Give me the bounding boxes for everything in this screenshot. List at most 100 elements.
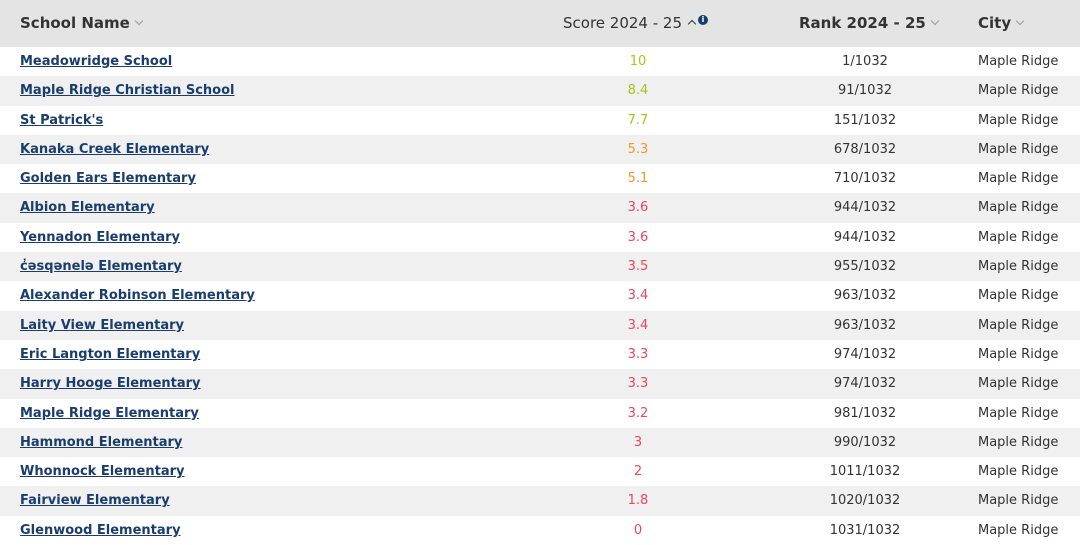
table-row: Kanaka Creek Elementary 5.3 678/1032 Maple … [0, 134, 1080, 165]
sort-header[interactable]: School Name [20, 0, 144, 47]
school-link[interactable]: Eric Langton Elementary [20, 346, 201, 362]
score: 2 [633, 464, 643, 480]
table-row: Yennadon Elementary 3.6 944/1032 Maple Ridg… [0, 223, 1080, 252]
school-link[interactable]: Laity View Elementary [20, 317, 185, 333]
rank: 1020/1032 [829, 493, 901, 509]
sort-icon [687, 19, 697, 29]
city: Maple Ridge [978, 229, 1059, 245]
score: 3 [633, 434, 643, 450]
city: Maple Ridge [978, 54, 1059, 69]
column-label: Rank 2024 - 25 [799, 14, 926, 32]
table-row: Whonnock Elementary 2 1011/1032 Maple Ridge [0, 457, 1080, 486]
column-label: Score 2024 - 25 [563, 14, 682, 32]
score: 5.3 [627, 141, 649, 157]
school-link[interactable]: Harry Hooge Elementary [20, 376, 201, 392]
score: 3.5 [627, 259, 649, 275]
school-link[interactable]: Maple Ridge Christian School [20, 83, 235, 99]
school-link[interactable]: St Patrick's [20, 112, 104, 128]
table-row: Fairview Elementary 1.8 1020/1032 Maple Rid… [0, 486, 1080, 516]
table-row: Meadowridge School 10 1/1032 Maple Ridge [0, 47, 1080, 76]
table-row: Hammond Elementary 3 990/1032 Maple Ridge [0, 427, 1080, 458]
school-link[interactable]: Alexander Robinson Elementary [20, 288, 255, 304]
score: 1.8 [627, 493, 649, 509]
score: 3.3 [627, 376, 649, 392]
school-link[interactable]: c̓əsqənelə Elementary [20, 259, 182, 275]
caret-icon [134, 16, 144, 26]
column-label: City [978, 14, 1012, 32]
city: Maple Ridge [978, 405, 1059, 421]
school-link[interactable]: Fairview Elementary [20, 493, 170, 509]
table-row: Glenwood Elementary 0 1031/1032 Maple Ridge [0, 516, 1080, 545]
table-row: Maple Ridge Christian School 8.4 91/1032 Ma… [0, 76, 1080, 106]
city: Maple Ridge [978, 376, 1059, 392]
city: Maple Ridge [978, 288, 1059, 304]
table-header: School Name Score 2024 - 25 i Rank 2024 -… [0, 0, 1080, 47]
table-row: Maple Ridge Elementary 3.2 981/1032 Maple R… [0, 399, 1080, 428]
rank: 151/1032 [833, 112, 897, 128]
score: 8.4 [627, 83, 649, 99]
rank: 944/1032 [833, 200, 897, 216]
rank: 91/1032 [837, 83, 892, 99]
score: 10 [629, 54, 647, 69]
sort-header[interactable]: Score 2024 - 25 i [563, 0, 708, 47]
rank: 974/1032 [833, 376, 897, 392]
school-link[interactable]: Yennadon Elementary [20, 229, 180, 245]
score: 3.4 [627, 288, 649, 304]
rank: 1011/1032 [829, 464, 901, 480]
score: 3.3 [627, 346, 649, 362]
city: Maple Ridge [978, 141, 1059, 157]
table-row: Harry Hooge Elementary 3.3 974/1032 Maple R… [0, 369, 1080, 399]
school-link[interactable]: Hammond Elementary [20, 434, 183, 450]
city: Maple Ridge [978, 171, 1059, 187]
caret-icon [930, 16, 940, 26]
score: 3.6 [627, 200, 649, 216]
city: Maple Ridge [978, 522, 1059, 538]
score: 3.2 [627, 405, 649, 421]
table-row: Laity View Elementary 3.4 963/1032 Maple Ri… [0, 310, 1080, 340]
city: Maple Ridge [978, 346, 1059, 362]
school-link[interactable]: Albion Elementary [20, 200, 155, 216]
score: 3.6 [627, 229, 649, 245]
score: 0 [633, 522, 643, 538]
rank: 981/1032 [833, 405, 897, 421]
table-row: St Patrick's 7.7 151/1032 Maple Ridge [0, 106, 1080, 135]
score: 5.1 [627, 171, 649, 187]
city: Maple Ridge [978, 434, 1059, 450]
school-link[interactable]: Maple Ridge Elementary [20, 405, 199, 421]
rank: 990/1032 [833, 434, 897, 450]
rank: 963/1032 [833, 288, 897, 304]
school-link[interactable]: Whonnock Elementary [20, 464, 185, 480]
sort-header[interactable]: City [978, 0, 1025, 47]
score: 3.4 [627, 317, 649, 333]
score: 7.7 [627, 112, 649, 128]
school-link[interactable]: Meadowridge School [20, 54, 173, 69]
rank: 955/1032 [833, 259, 897, 275]
rank: 1031/1032 [829, 522, 901, 538]
rank: 710/1032 [833, 171, 897, 187]
rank: 963/1032 [833, 317, 897, 333]
school-link[interactable]: Kanaka Creek Elementary [20, 141, 210, 157]
table-row: Eric Langton Elementary 3.3 974/1032 Maple … [0, 340, 1080, 369]
school-link[interactable]: Golden Ears Elementary [20, 171, 196, 187]
city: Maple Ridge [978, 317, 1059, 333]
city: Maple Ridge [978, 112, 1059, 128]
city: Maple Ridge [978, 464, 1059, 480]
table-row: Golden Ears Elementary 5.1 710/1032 Maple R… [0, 164, 1080, 193]
rank: 1/1032 [842, 54, 888, 69]
rank: 944/1032 [833, 229, 897, 245]
rank: 974/1032 [833, 346, 897, 362]
rank: 678/1032 [833, 141, 897, 157]
table-row: Albion Elementary 3.6 944/1032 Maple Ridge [0, 193, 1080, 223]
city: Maple Ridge [978, 259, 1059, 275]
info-icon[interactable]: i [698, 15, 708, 25]
table-row: Alexander Robinson Elementary 3.4 963/1032… [0, 281, 1080, 310]
column-label: School Name [20, 14, 130, 32]
caret-icon [1015, 16, 1025, 26]
city: Maple Ridge [978, 493, 1059, 509]
city: Maple Ridge [978, 200, 1059, 216]
city: Maple Ridge [978, 83, 1059, 99]
school-link[interactable]: Glenwood Elementary [20, 522, 181, 538]
sort-header[interactable]: Rank 2024 - 25 [799, 0, 940, 47]
table-row: c̓əsqənelə Elementary 3.5 955/1032 Maple Ri… [0, 252, 1080, 282]
